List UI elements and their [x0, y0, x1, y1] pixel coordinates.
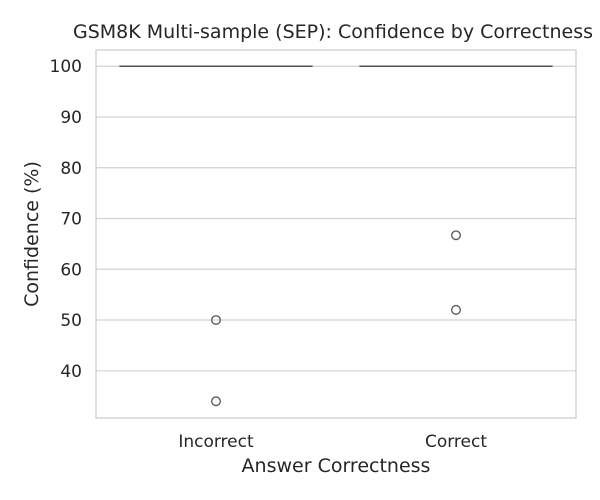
- x-tick-label: Correct: [425, 432, 487, 452]
- y-tick-label: 60: [60, 260, 82, 280]
- y-tick-label: 40: [60, 362, 82, 382]
- plot-frame: [95, 49, 577, 419]
- y-tick-label: 80: [60, 159, 82, 179]
- chart-title: GSM8K Multi-sample (SEP): Confidence by …: [73, 21, 593, 43]
- x-tick-labels: Incorrect Correct: [178, 432, 487, 452]
- outlier-point: [211, 396, 221, 407]
- y-tick-label: 70: [60, 210, 82, 230]
- y-tick-labels: 40 50 60 70 80 90 100: [50, 57, 82, 382]
- box-correct: [359, 65, 553, 315]
- outlier-point: [451, 230, 461, 241]
- outlier-point: [451, 304, 461, 315]
- y-tick-label: 100: [50, 57, 82, 77]
- box-incorrect: [119, 65, 313, 407]
- outlier-point: [211, 315, 221, 325]
- y-tick-label: 90: [60, 108, 82, 128]
- box-layer: [119, 65, 553, 407]
- x-tick-label: Incorrect: [178, 432, 254, 452]
- x-axis-title: Answer Correctness: [242, 455, 431, 477]
- y-axis-title: Confidence (%): [21, 161, 43, 307]
- y-tick-label: 50: [60, 311, 82, 331]
